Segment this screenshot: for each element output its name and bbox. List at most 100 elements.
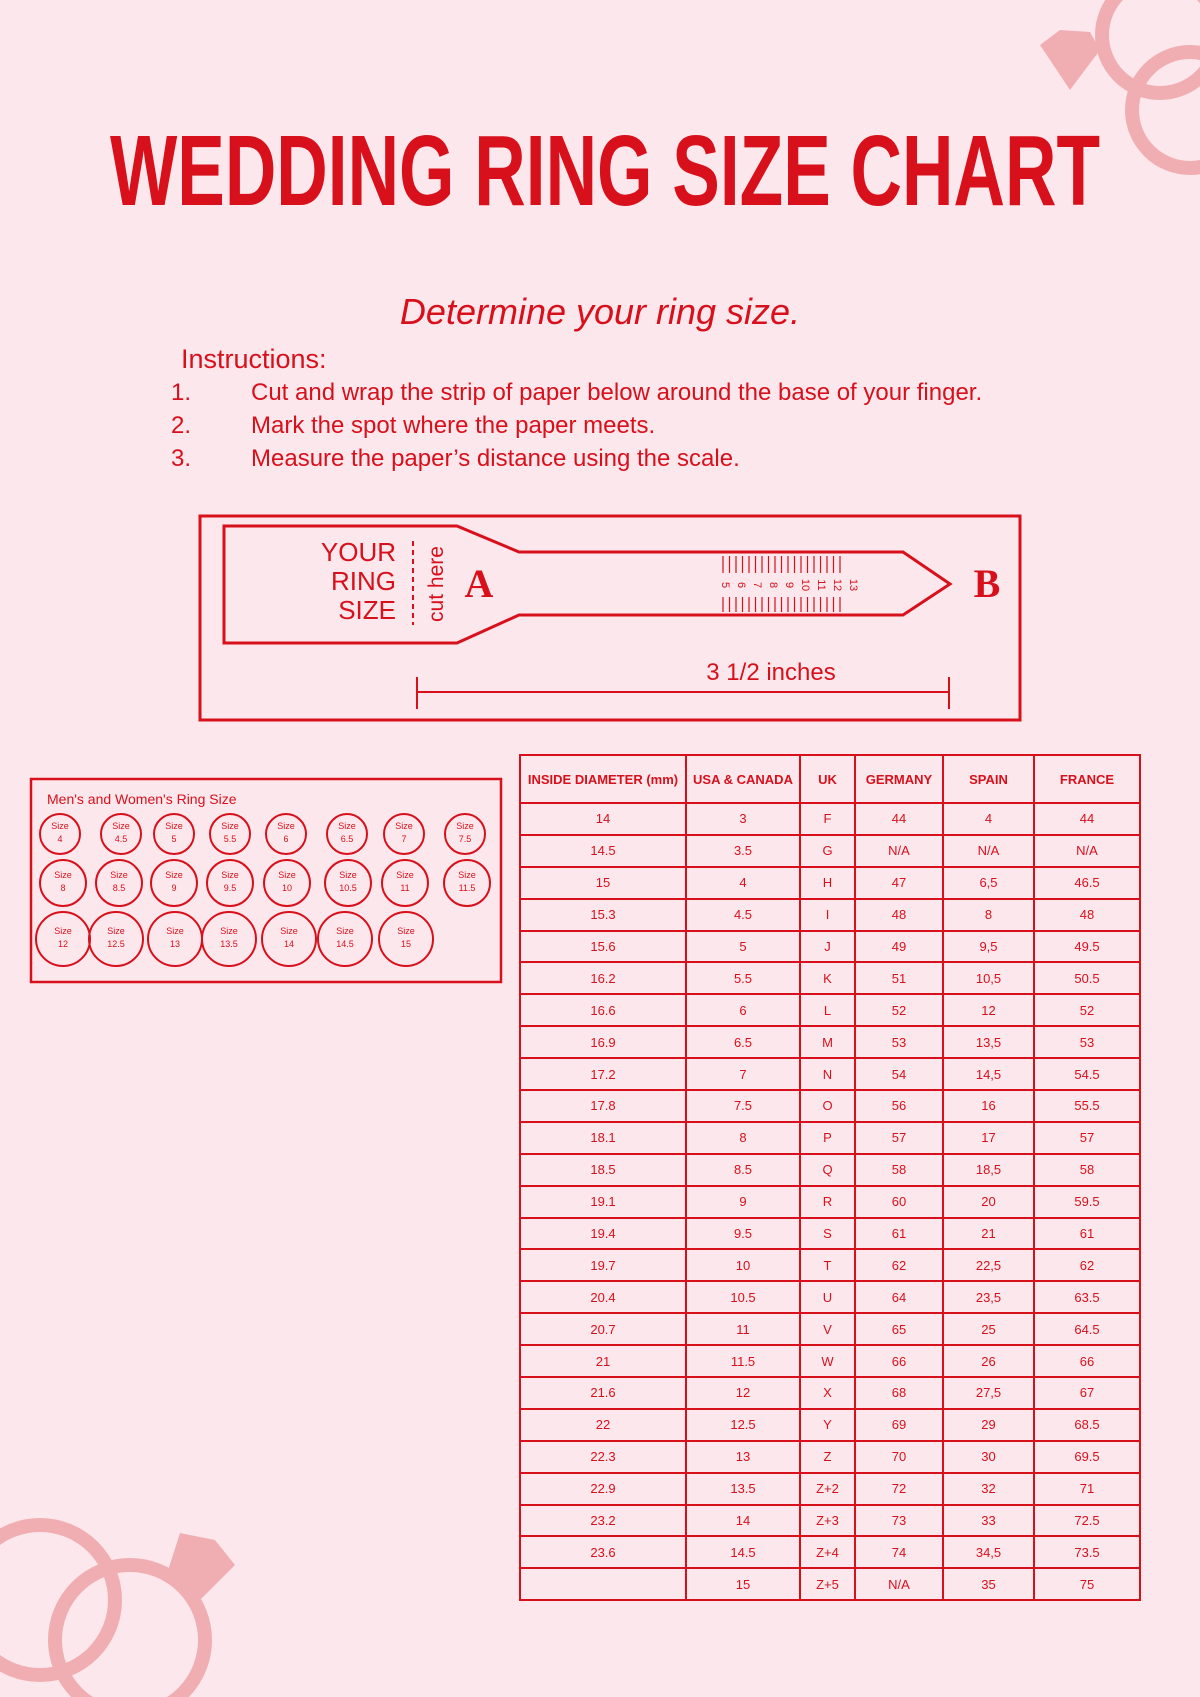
table-cell: Y [799, 1407, 856, 1442]
table-row: 15 4 H 47 6,5 46.5 [519, 865, 1141, 900]
ring-word: Size [107, 926, 125, 936]
table-cell: 26 [942, 1344, 1035, 1379]
ring-size: 9.5 [224, 883, 237, 893]
ring-circle [317, 911, 373, 967]
table-cell: 67 [1033, 1376, 1141, 1410]
scale-label: 10 [799, 579, 811, 591]
ring-circle [444, 813, 486, 855]
ring-circle [95, 859, 143, 907]
table-row: 15 Z+5 N/A 35 75 [519, 1567, 1141, 1602]
table-cell: 47 [854, 865, 944, 900]
table-cell: 68.5 [1033, 1407, 1141, 1442]
table-cell: L [799, 993, 856, 1028]
table-cell: Z+4 [799, 1535, 856, 1570]
table-cell: 53 [854, 1025, 944, 1060]
ring-word: Size [280, 926, 298, 936]
ring-size: 12 [58, 939, 68, 949]
ring-circle [326, 813, 368, 855]
ring-word: Size [221, 821, 239, 831]
table-cell: 10.5 [685, 1280, 801, 1315]
table-row: 18.1 8 P 57 17 57 [519, 1120, 1141, 1155]
table-row: 20.7 11 V 65 25 64.5 [519, 1312, 1141, 1347]
ring-size: 8 [60, 883, 65, 893]
scale-label: 7 [751, 582, 763, 588]
instructions-heading: Instructions: [181, 344, 327, 374]
table-cell: 16.2 [519, 961, 687, 996]
header-cell: FRANCE [1033, 754, 1141, 804]
table-cell: 6,5 [942, 865, 1035, 900]
table-row: 16.9 6.5 M 53 13,5 53 [519, 1025, 1141, 1060]
scale-label: 5 [719, 582, 731, 588]
table-row: 19.1 9 R 60 20 59.5 [519, 1184, 1141, 1219]
table-cell: 44 [854, 802, 944, 836]
step-text: Mark the spot where the paper meets. [251, 412, 655, 439]
table-cell: 58 [1033, 1152, 1141, 1187]
table-cell: 73.5 [1033, 1535, 1141, 1570]
table-cell: 6 [685, 993, 801, 1028]
ring-size-title: Men's and Women's Ring Size [47, 791, 237, 807]
ring-size: 14.5 [336, 939, 354, 949]
table-cell: 8 [942, 897, 1035, 932]
table-cell: 4 [685, 865, 801, 900]
ring-circle [206, 859, 254, 907]
table-row: 17.2 7 N 54 14,5 54.5 [519, 1057, 1141, 1092]
decor-rings-top [1095, 0, 1200, 175]
table-row: 15.3 4.5 I 48 8 48 [519, 897, 1141, 932]
table-cell: 13.5 [685, 1471, 801, 1506]
table-cell: 12.5 [685, 1407, 801, 1442]
label-b: B [974, 561, 1001, 606]
ring-word: Size [395, 821, 413, 831]
ring-size: 13.5 [220, 939, 238, 949]
table-cell: 66 [854, 1344, 944, 1379]
table-cell: 19.1 [519, 1184, 687, 1219]
ring-circle [324, 859, 372, 907]
table-cell: 23.6 [519, 1535, 687, 1570]
table-cell: 19.4 [519, 1216, 687, 1251]
table-cell: 22.3 [519, 1439, 687, 1474]
table-cell: 6.5 [685, 1025, 801, 1060]
table-cell: 17.2 [519, 1057, 687, 1092]
table-cell: 14 [685, 1503, 801, 1538]
table-cell: 64.5 [1033, 1312, 1141, 1347]
table-cell: 12 [685, 1376, 801, 1410]
ring-circle [381, 859, 429, 907]
table-cell: 69 [854, 1407, 944, 1442]
ring-word: Size [165, 821, 183, 831]
table-row: 18.5 8.5 Q 58 18,5 58 [519, 1152, 1141, 1187]
table-row: 19.4 9.5 S 61 21 61 [519, 1216, 1141, 1251]
table-cell: 61 [854, 1216, 944, 1251]
table-cell: 32 [942, 1471, 1035, 1506]
table-row: 23.2 14 Z+3 73 33 72.5 [519, 1503, 1141, 1538]
table-cell: N [799, 1057, 856, 1092]
header-cell: INSIDE DIAMETER (mm) [519, 754, 687, 804]
table-cell: S [799, 1216, 856, 1251]
table-cell: R [799, 1184, 856, 1219]
ring-circle [39, 859, 87, 907]
table-cell: 60 [854, 1184, 944, 1219]
table-cell: 10,5 [942, 961, 1035, 996]
table-cell: 74 [854, 1535, 944, 1570]
table-cell: M [799, 1025, 856, 1060]
table-cell: 14 [519, 802, 687, 836]
table-cell: 5 [685, 929, 801, 964]
table-cell: 49.5 [1033, 929, 1141, 964]
table-cell: 16 [942, 1089, 1035, 1123]
table-cell: 34,5 [942, 1535, 1035, 1570]
ring-word: Size [166, 926, 184, 936]
table-row: 16.2 5.5 K 51 10,5 50.5 [519, 961, 1141, 996]
header-cell: UK [799, 754, 856, 804]
table-cell: 12 [942, 993, 1035, 1028]
ring-word: Size [278, 870, 296, 880]
table-cell: 50.5 [1033, 961, 1141, 996]
table-cell: 64 [854, 1280, 944, 1315]
ring-size: 12.5 [107, 939, 125, 949]
ring-circle [443, 859, 491, 907]
ring-size: 10 [282, 883, 292, 893]
table-cell: 33 [942, 1503, 1035, 1538]
ring-size: 10.5 [339, 883, 357, 893]
table-cell: J [799, 929, 856, 964]
scale-label: 8 [767, 582, 779, 588]
table-cell: 20.4 [519, 1280, 687, 1315]
table-cell: N/A [854, 833, 944, 868]
